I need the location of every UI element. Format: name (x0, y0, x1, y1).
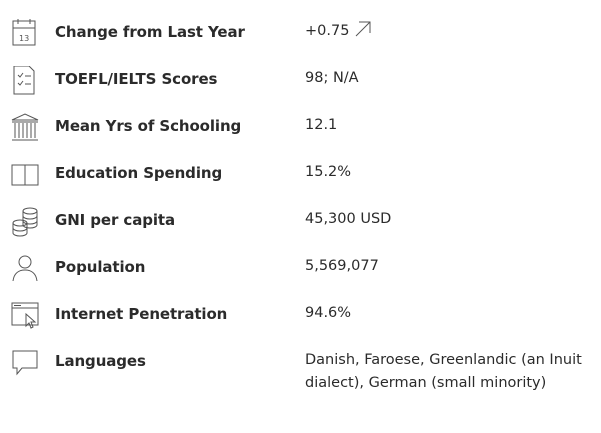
row-label: TOEFL/IELTS Scores (55, 70, 218, 88)
calendar-icon: 13 (12, 19, 36, 46)
row-label: GNI per capita (55, 211, 175, 229)
row-value: 5,569,077 (305, 258, 379, 274)
browser-icon (11, 302, 39, 329)
row-value: 98; N/A (305, 70, 359, 86)
row-label: Mean Yrs of Schooling (55, 117, 242, 135)
row-label: Change from Last Year (55, 23, 245, 41)
row-value: 12.1 (305, 117, 338, 133)
institution-icon (11, 113, 39, 141)
row-label: Population (55, 258, 146, 276)
trend-arrow (356, 21, 371, 37)
person-icon (12, 255, 38, 282)
row-value: Danish, Faroese, Greenlandic (an Inuit d… (305, 352, 582, 391)
row-value: 15.2% (305, 164, 352, 180)
calendar-day: 13 (19, 34, 29, 43)
book-icon (11, 164, 39, 186)
row-value: +0.75 (305, 20, 595, 43)
row-value: 45,300 USD (305, 211, 392, 227)
row-label: Languages (55, 352, 146, 370)
coins-icon (12, 207, 38, 237)
value-text: +0.75 (305, 23, 350, 39)
speech-icon (12, 350, 38, 376)
document-icon (13, 66, 35, 95)
row-value: 94.6% (305, 305, 352, 321)
row-label: Education Spending (55, 164, 223, 182)
row-label: Internet Penetration (55, 305, 228, 323)
